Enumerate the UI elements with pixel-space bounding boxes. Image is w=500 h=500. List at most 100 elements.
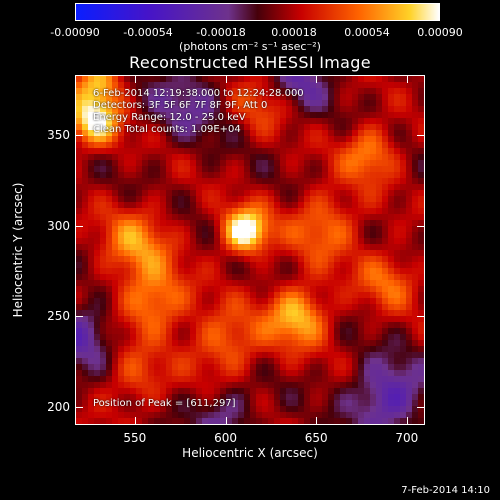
heatmap-cell xyxy=(226,160,233,167)
heatmap-cell xyxy=(310,94,317,101)
heatmap-cell xyxy=(136,106,143,113)
heatmap-cell xyxy=(340,292,347,299)
heatmap-cell xyxy=(88,154,95,161)
heatmap-cell xyxy=(250,112,257,119)
heatmap-cell xyxy=(130,178,137,185)
heatmap-cell xyxy=(190,298,197,305)
heatmap-cell xyxy=(142,388,149,395)
heatmap-cell xyxy=(388,166,395,173)
heatmap-cell xyxy=(394,406,401,413)
heatmap-cell xyxy=(400,232,407,239)
heatmap-cell xyxy=(400,220,407,227)
heatmap-cell xyxy=(244,334,251,341)
heatmap-cell xyxy=(388,352,395,359)
heatmap-cell xyxy=(394,316,401,323)
heatmap-cell xyxy=(172,172,179,179)
heatmap-cell xyxy=(256,76,263,83)
heatmap-cell xyxy=(160,304,167,311)
heatmap-cell xyxy=(274,340,281,347)
heatmap-cell xyxy=(118,214,125,221)
heatmap-cell xyxy=(184,76,191,83)
heatmap-cell xyxy=(208,124,215,131)
heatmap-cell xyxy=(100,304,107,311)
heatmap-cell xyxy=(172,190,179,197)
heatmap-cell xyxy=(142,274,149,281)
heatmap-cell xyxy=(226,118,233,125)
heatmap-cell xyxy=(382,400,389,407)
heatmap-cell xyxy=(250,184,257,191)
heatmap-cell xyxy=(328,310,335,317)
heatmap-cell xyxy=(94,316,101,323)
heatmap-cell xyxy=(316,220,323,227)
heatmap-cell xyxy=(268,394,275,401)
heatmap-cell xyxy=(418,250,424,257)
heatmap-cell xyxy=(388,358,395,365)
heatmap-cell xyxy=(256,388,263,395)
heatmap-cell xyxy=(244,238,251,245)
heatmap-cell xyxy=(274,286,281,293)
heatmap-cell xyxy=(226,250,233,257)
heatmap-cell xyxy=(172,166,179,173)
heatmap-cell xyxy=(124,166,131,173)
heatmap-cell xyxy=(376,334,383,341)
heatmap-cell xyxy=(76,274,83,281)
heatmap-cell xyxy=(226,388,233,395)
heatmap-cell xyxy=(244,376,251,383)
heatmap-cell xyxy=(184,184,191,191)
heatmap-cell xyxy=(130,274,137,281)
heatmap-cell xyxy=(286,178,293,185)
heatmap-cell xyxy=(364,280,371,287)
heatmap-cell xyxy=(130,100,137,107)
heatmap-cell xyxy=(148,334,155,341)
heatmap-cell xyxy=(82,106,89,113)
heatmap-cell xyxy=(346,118,353,125)
heatmap-cell xyxy=(160,358,167,365)
heatmap-cell xyxy=(340,298,347,305)
heatmap-cell xyxy=(142,202,149,209)
heatmap-cell xyxy=(184,142,191,149)
heatmap-cell xyxy=(166,232,173,239)
heatmap-cell xyxy=(364,316,371,323)
heatmap-cell xyxy=(190,184,197,191)
heatmap-cell xyxy=(382,286,389,293)
heatmap-cell xyxy=(376,316,383,323)
heatmap-cell xyxy=(184,268,191,275)
heatmap-cell xyxy=(406,154,413,161)
heatmap-cell xyxy=(382,262,389,269)
heatmap-cell xyxy=(220,268,227,275)
heatmap-cell xyxy=(286,256,293,263)
heatmap-cell xyxy=(310,274,317,281)
heatmap-cell xyxy=(328,184,335,191)
heatmap-cell xyxy=(286,250,293,257)
heatmap-cell xyxy=(184,88,191,95)
heatmap-cell xyxy=(328,262,335,269)
heatmap-cell xyxy=(388,220,395,227)
heatmap-cell xyxy=(358,184,365,191)
heatmap-cell xyxy=(358,124,365,131)
heatmap-plot[interactable] xyxy=(75,75,425,425)
heatmap-cell xyxy=(292,334,299,341)
heatmap-cell xyxy=(142,334,149,341)
heatmap-cell xyxy=(262,358,269,365)
heatmap-cell xyxy=(244,160,251,167)
heatmap-cell xyxy=(406,304,413,311)
heatmap-cell xyxy=(388,418,395,424)
heatmap-cell xyxy=(88,214,95,221)
y-tick-mark xyxy=(76,225,83,227)
heatmap-cell xyxy=(148,244,155,251)
heatmap-cell xyxy=(394,280,401,287)
heatmap-cell xyxy=(406,316,413,323)
heatmap-cell xyxy=(106,94,113,101)
heatmap-cell xyxy=(124,250,131,257)
heatmap-cell xyxy=(232,322,239,329)
heatmap-cell xyxy=(172,124,179,131)
heatmap-cell xyxy=(310,256,317,263)
heatmap-cell xyxy=(298,316,305,323)
heatmap-cell xyxy=(382,412,389,419)
heatmap-cell xyxy=(196,262,203,269)
heatmap-cell xyxy=(328,286,335,293)
heatmap-cell xyxy=(304,154,311,161)
heatmap-cell xyxy=(250,382,257,389)
heatmap-cell xyxy=(154,352,161,359)
heatmap-cell xyxy=(328,190,335,197)
